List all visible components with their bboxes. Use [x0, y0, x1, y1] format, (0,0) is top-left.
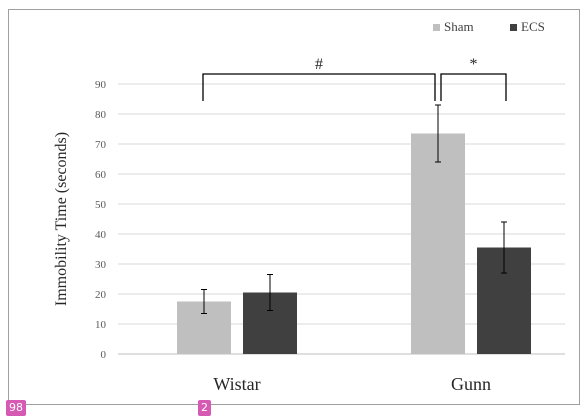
- y-tick-label: 60: [95, 169, 107, 181]
- overlay-tag[interactable]: 2: [198, 400, 211, 416]
- significance-bracket-star-label: *: [470, 56, 478, 73]
- legend-label: ECS: [521, 19, 545, 34]
- y-tick-label: 30: [95, 259, 107, 271]
- significance-bracket-star: [440, 73, 507, 101]
- y-tick-label: 20: [95, 289, 107, 301]
- y-tick-label: 10: [95, 319, 107, 331]
- significance-bracket-hash-label: #: [315, 56, 323, 73]
- overlay-tag[interactable]: 98: [6, 400, 26, 416]
- bar: [411, 133, 465, 354]
- y-tick-label: 40: [95, 229, 107, 241]
- y-tick-label: 90: [95, 79, 107, 91]
- significance-bracket-hash: [202, 73, 436, 101]
- y-axis-title: Immobility Time (seconds): [53, 132, 70, 306]
- y-tick-label: 80: [95, 109, 107, 121]
- x-category-label: Gunn: [451, 374, 491, 394]
- legend-label: Sham: [444, 19, 474, 34]
- y-tick-label: 50: [95, 199, 107, 211]
- x-category-label: Wistar: [213, 374, 260, 394]
- y-tick-label: 70: [95, 139, 107, 151]
- legend-swatch: [510, 24, 517, 31]
- legend-swatch: [433, 24, 440, 31]
- y-tick-label: 0: [101, 349, 107, 361]
